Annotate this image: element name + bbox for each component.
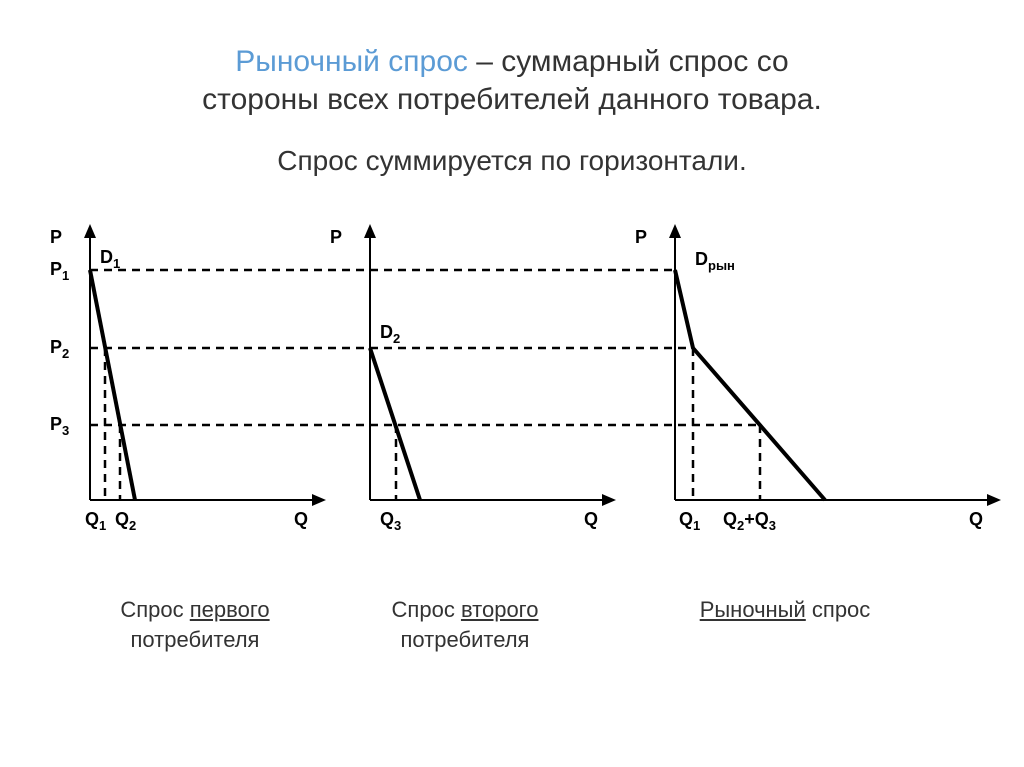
label-Q2Q3: Q2+Q3 bbox=[723, 509, 776, 533]
axis-label-Q-c3: Q bbox=[969, 509, 983, 529]
label-Q1-c1: Q1 bbox=[85, 509, 106, 533]
title-line-1: Рыночный спрос – суммарный спрос со bbox=[0, 45, 1024, 79]
chart-2: P D2 Q3 Q bbox=[330, 220, 630, 540]
axis-label-P-c2: P bbox=[330, 227, 342, 247]
axis-label-P-c3: P bbox=[635, 227, 647, 247]
caption-2: Спрос второгопотребителя bbox=[360, 595, 570, 654]
label-Q3: Q3 bbox=[380, 509, 401, 533]
title-highlight: Рыночный спрос bbox=[235, 45, 468, 78]
axis-label-P: P bbox=[50, 227, 62, 247]
label-D2: D2 bbox=[380, 322, 400, 346]
label-P1: P1 bbox=[50, 259, 69, 283]
label-P2: P2 bbox=[50, 337, 69, 361]
title-rest: – суммарный спрос со bbox=[468, 45, 789, 78]
label-Drin: Dрын bbox=[695, 249, 735, 273]
chart-3: P Dрын Q1 Q2+Q3 Q bbox=[635, 220, 1015, 540]
caption-1: Спрос первогопотребителя bbox=[90, 595, 300, 654]
chart-1: P P1 P2 P3 D1 Q1 Q2 Q bbox=[50, 220, 340, 540]
label-D1: D1 bbox=[100, 247, 120, 271]
axis-label-Q-c1: Q bbox=[294, 509, 308, 529]
caption-3: Рыночный спрос bbox=[670, 595, 900, 625]
title-line-2: стороны всех потребителей данного товара… bbox=[0, 83, 1024, 117]
axis-label-Q-c2: Q bbox=[584, 509, 598, 529]
charts-container: P P1 P2 P3 D1 Q1 Q2 Q P D2 Q3 Q P bbox=[0, 220, 1024, 550]
label-Q2-c1: Q2 bbox=[115, 509, 136, 533]
subtitle: Спрос суммируется по горизонтали. bbox=[0, 145, 1024, 177]
label-Q1-c3: Q1 bbox=[679, 509, 700, 533]
label-P3: P3 bbox=[50, 414, 69, 438]
